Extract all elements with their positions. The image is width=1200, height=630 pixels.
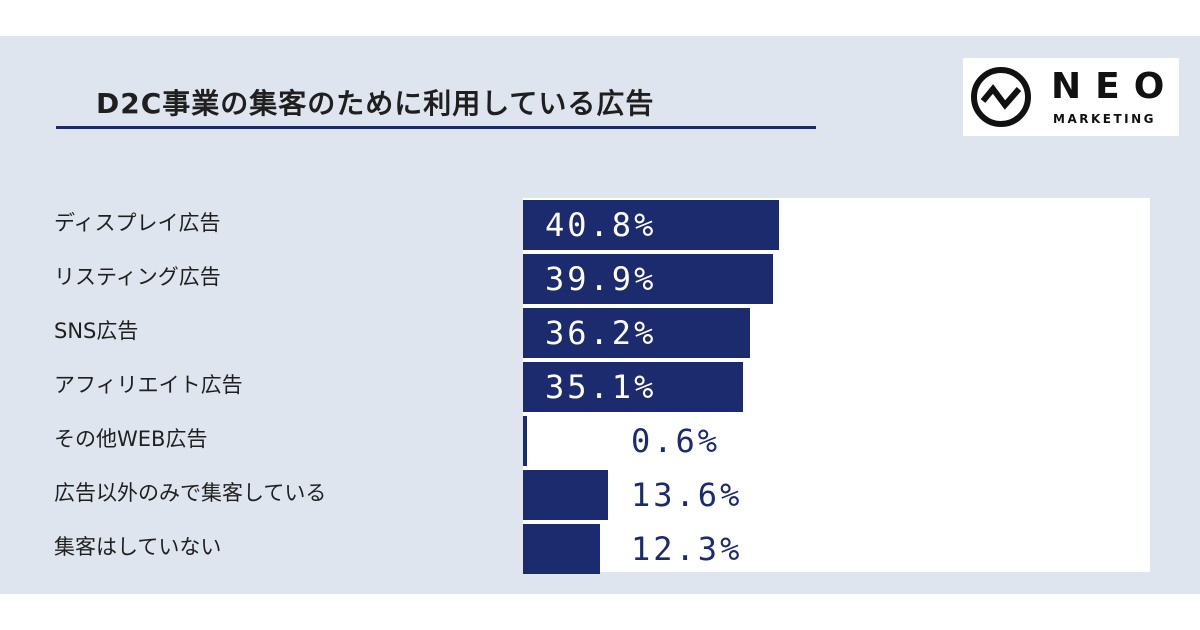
bar [523,254,774,304]
bar [523,470,609,520]
bar-row: アフィリエイト広告 35.1% [0,360,1200,412]
category-label: SNS広告 [54,319,139,343]
bar-row: SNS広告 36.2% [0,306,1200,358]
value-label: 35.1% [545,368,657,406]
value-label: 13.6% [631,476,743,514]
bar [523,524,601,574]
value-label: 12.3% [631,530,743,568]
category-label: アフィリエイト広告 [54,373,243,397]
value-label: 0.6% [631,422,721,460]
category-label: 集客はしていない [54,535,222,559]
chart-title: D2C事業の集客のために利用している広告 [96,87,655,120]
category-label: リスティング広告 [54,265,221,289]
neo-marketing-logo: NEO MARKETING [963,58,1179,136]
bar-row: ディスプレイ広告 40.8% [0,198,1200,250]
value-label: 39.9% [545,260,657,298]
title-underline [56,126,816,129]
bar-row: 広告以外のみで集客している 13.6% [0,468,1200,520]
bar-row: 集客はしていない 12.3% [0,522,1200,574]
category-label: その他WEB広告 [54,427,208,451]
category-label: ディスプレイ広告 [54,211,221,235]
value-label: 36.2% [545,314,657,352]
logo-subtitle: MARKETING [1053,112,1157,126]
bar [523,362,744,412]
logo-name: NEO [1051,66,1179,107]
bar [523,416,527,466]
category-label: 広告以外のみで集客している [54,481,327,505]
bar [523,200,779,250]
neo-wave-circle-icon [971,67,1031,127]
bar-row: その他WEB広告 0.6% [0,414,1200,466]
value-label: 40.8% [545,206,657,244]
bar [523,308,750,358]
bar-row: リスティング広告 39.9% [0,252,1200,304]
